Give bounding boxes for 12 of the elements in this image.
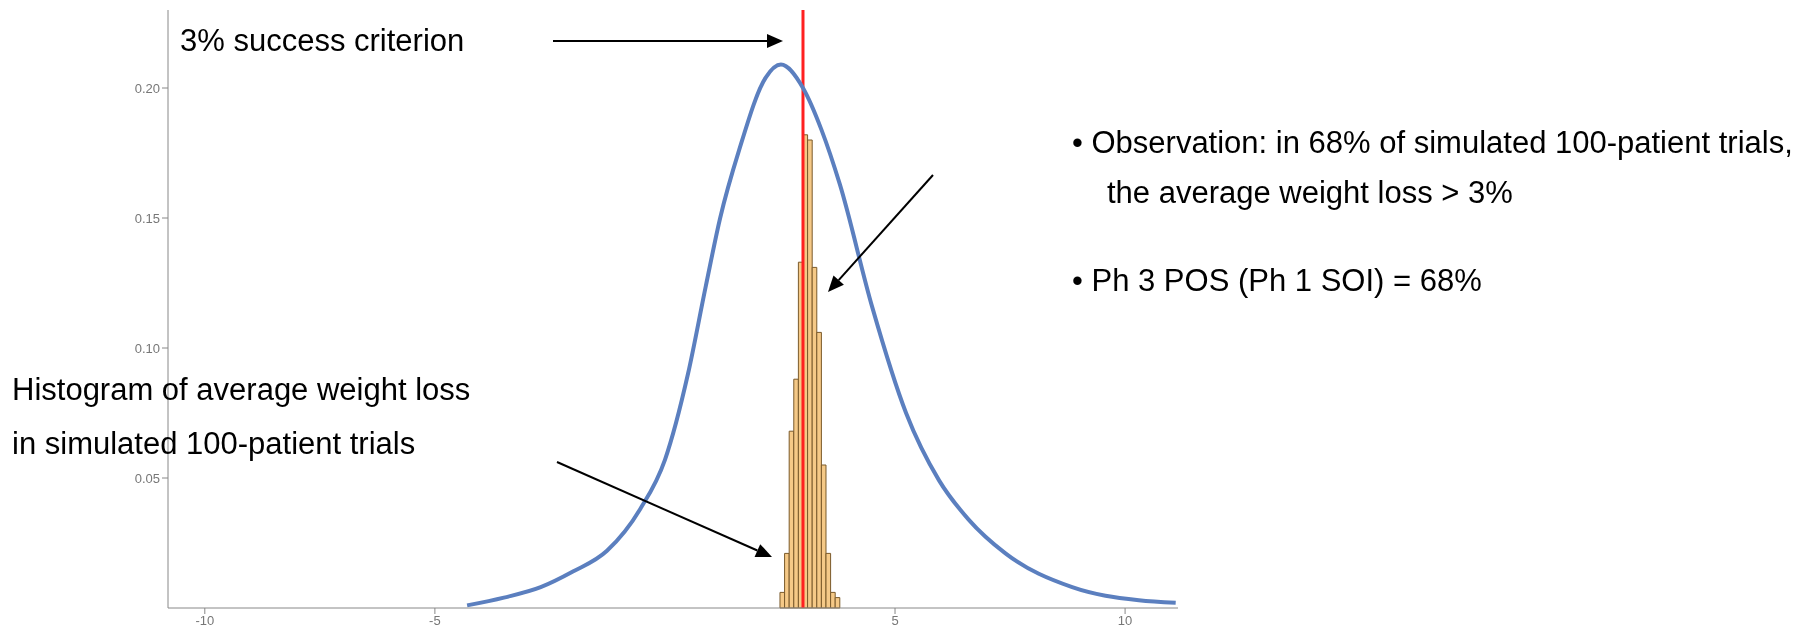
x-tick-label: 5 (891, 613, 899, 629)
y-tick-label: 0.05 (134, 470, 160, 486)
y-tick-label: 0.15 (134, 210, 160, 226)
x-tick-label: -5 (429, 613, 441, 629)
y-tick-label: 0.20 (134, 80, 160, 96)
y-tick-label: 0.10 (134, 340, 160, 356)
x-tick-label: 10 (1117, 613, 1133, 629)
annotation: 3% success criterion (180, 22, 465, 60)
annotation: • Observation: in 68% of simulated 100-patient trials, the average weight loss > 3% (1072, 124, 1794, 212)
annotation: • Ph 3 POS (Ph 1 SOI) = 68% (1072, 262, 1483, 300)
x-tick-label: -10 (195, 613, 215, 629)
annotation: Histogram of average weight loss in simulated 100-patient trials (12, 371, 471, 463)
